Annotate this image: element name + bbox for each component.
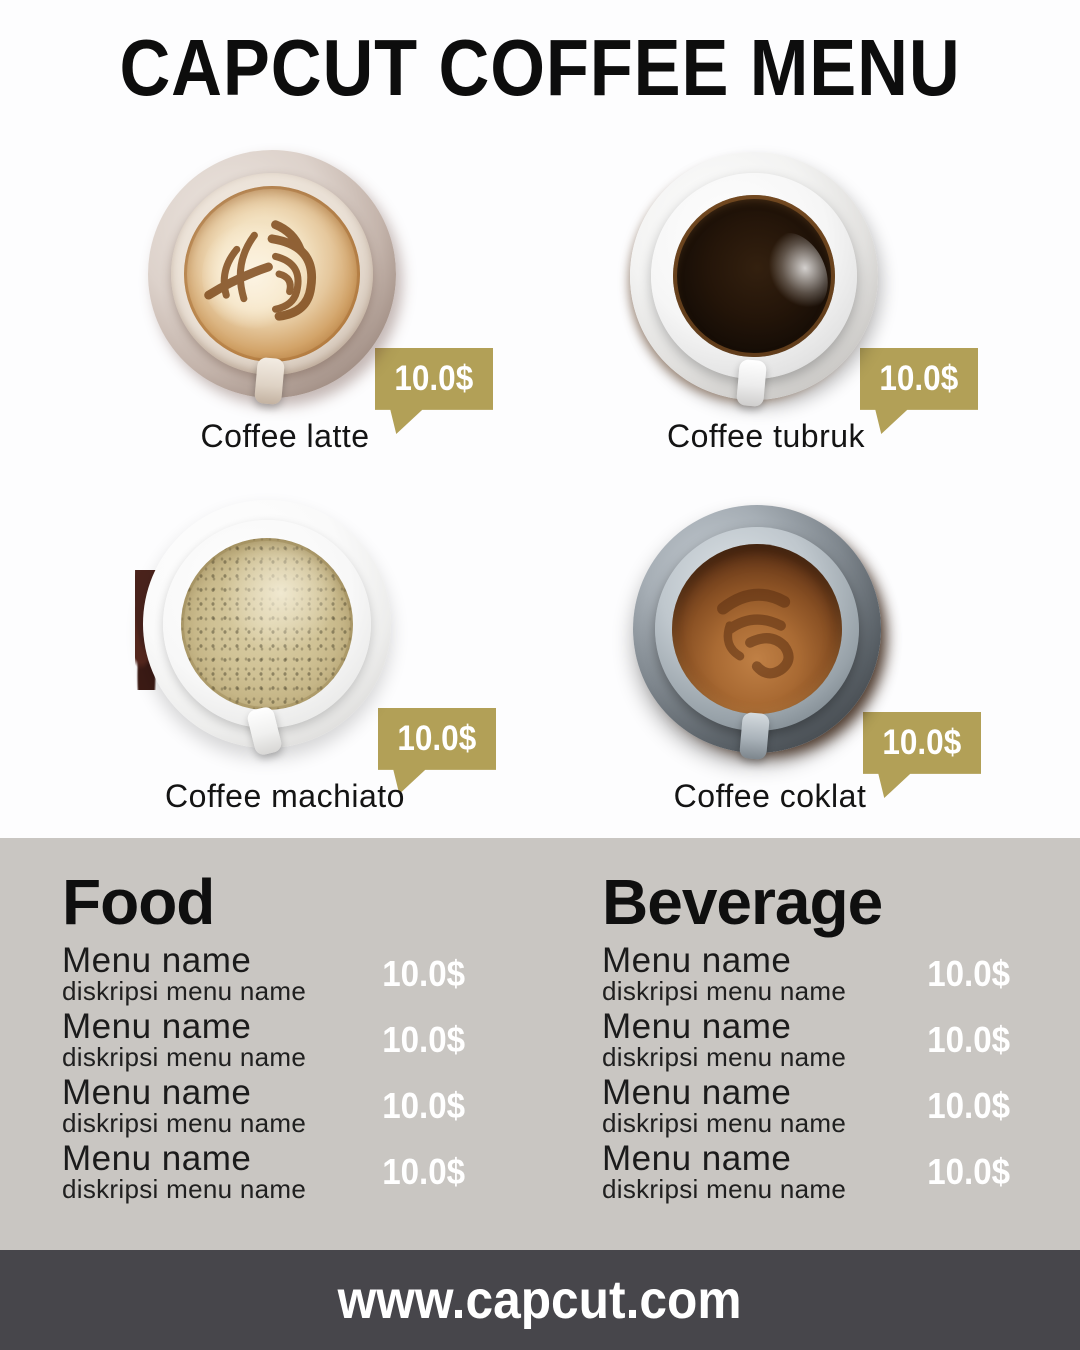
menu-item-description: diskripsi menu name xyxy=(602,976,847,1007)
price-value: 10.0$ xyxy=(397,719,477,758)
coffee-tubruk-image xyxy=(630,152,878,408)
coffee-surface xyxy=(672,544,842,714)
menu-item: Menu name diskripsi menu name 10.0$ xyxy=(602,1141,1010,1204)
menu-item-description: diskripsi menu name xyxy=(62,1174,307,1205)
cup-handle xyxy=(739,711,770,761)
menu-item: Menu name diskripsi menu name 10.0$ xyxy=(62,1075,465,1138)
cup xyxy=(163,520,371,728)
menu-item-price: 10.0$ xyxy=(927,1019,1010,1061)
menu-item-price: 10.0$ xyxy=(382,1151,465,1193)
menu-item-price: 10.0$ xyxy=(927,1085,1010,1127)
product-coffee-tubruk: 10.0$ Coffee tubruk xyxy=(560,135,1020,475)
menu-item-name: Menu name xyxy=(62,940,252,980)
price-value: 10.0$ xyxy=(879,359,959,398)
menu-item-name: Menu name xyxy=(62,1138,252,1178)
product-label: Coffee latte xyxy=(200,418,370,454)
menu-item-price: 10.0$ xyxy=(382,953,465,995)
menu-item-name: Menu name xyxy=(602,940,792,980)
section-heading-beverage: Beverage xyxy=(602,866,883,938)
foam-swirl xyxy=(717,588,794,679)
saucer xyxy=(630,152,878,400)
menu-item-description: diskripsi menu name xyxy=(602,1174,847,1205)
footer-bar: www.capcut.com xyxy=(0,1250,1080,1350)
menu-item: Menu name diskripsi menu name 10.0$ xyxy=(602,1009,1010,1072)
menu-item: Menu name diskripsi menu name 10.0$ xyxy=(602,943,1010,1006)
coffee-latte-image xyxy=(148,150,396,406)
website-url: www.capcut.com xyxy=(338,1270,742,1330)
price-value: 10.0$ xyxy=(394,359,474,398)
latte-art-fern xyxy=(204,220,317,321)
menu-item-price: 10.0$ xyxy=(927,953,1010,995)
menu-item-description: diskripsi menu name xyxy=(602,1108,847,1139)
menu-item-description: diskripsi menu name xyxy=(62,1042,307,1073)
menu-item-price: 10.0$ xyxy=(927,1151,1010,1193)
menu-section-beverage: Beverage Menu name diskripsi menu name 1… xyxy=(602,866,1010,1207)
menu-item-name: Menu name xyxy=(602,1138,792,1178)
menu-section-food: Food Menu name diskripsi menu name 10.0$… xyxy=(62,866,465,1207)
menu-item-price: 10.0$ xyxy=(382,1085,465,1127)
menu-panel: Food Menu name diskripsi menu name 10.0$… xyxy=(0,838,1080,1250)
cup xyxy=(171,173,373,375)
product-label: Coffee coklat xyxy=(673,778,867,814)
coffee-surface xyxy=(181,538,353,710)
cup-handle xyxy=(736,358,767,408)
price-value: 10.0$ xyxy=(882,723,962,762)
menu-item-description: diskripsi menu name xyxy=(62,1108,307,1139)
menu-item: Menu name diskripsi menu name 10.0$ xyxy=(602,1075,1010,1138)
coffee-surface xyxy=(184,186,360,362)
coffee-coklat-image xyxy=(633,505,881,761)
menu-item-name: Menu name xyxy=(602,1072,792,1112)
menu-item-name: Menu name xyxy=(62,1006,252,1046)
section-heading-food: Food xyxy=(62,866,215,938)
menu-item: Menu name diskripsi menu name 10.0$ xyxy=(62,1009,465,1072)
menu-item: Menu name diskripsi menu name 10.0$ xyxy=(62,1141,465,1204)
coffee-surface xyxy=(673,195,835,357)
cup-handle xyxy=(254,356,285,406)
coffee-machiato-image xyxy=(135,500,391,757)
product-coffee-latte: 10.0$ Coffee latte xyxy=(60,135,510,475)
saucer xyxy=(633,505,881,753)
product-coffee-coklat: 10.0$ Coffee coklat xyxy=(560,495,1020,840)
cup xyxy=(651,173,857,379)
cup xyxy=(655,527,859,731)
product-label: Coffee tubruk xyxy=(666,418,866,454)
menu-item-description: diskripsi menu name xyxy=(62,976,307,1007)
page-title: CAPCUT COFFEE MENU xyxy=(119,23,961,112)
saucer xyxy=(148,150,396,398)
menu-item: Menu name diskripsi menu name 10.0$ xyxy=(62,943,465,1006)
menu-item-description: diskripsi menu name xyxy=(602,1042,847,1073)
product-coffee-machiato: 10.0$ Coffee machiato xyxy=(60,495,510,840)
product-label: Coffee machiato xyxy=(165,778,405,814)
menu-item-name: Menu name xyxy=(62,1072,252,1112)
menu-item-price: 10.0$ xyxy=(382,1019,465,1061)
menu-item-name: Menu name xyxy=(602,1006,792,1046)
